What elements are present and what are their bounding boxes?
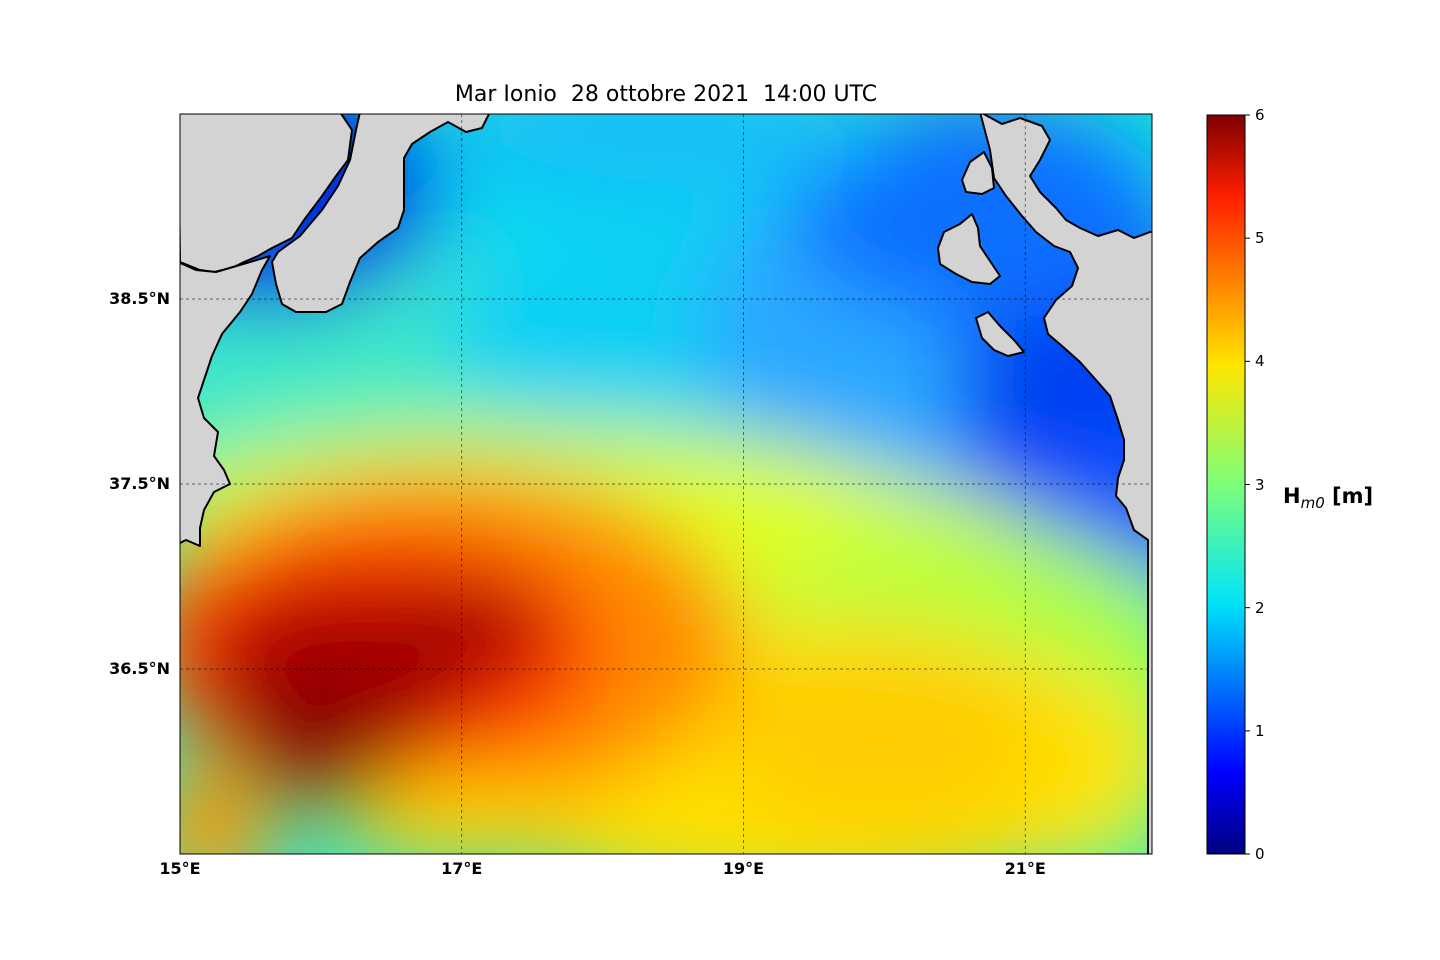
colorbar (1206, 114, 1246, 855)
colorbar-tick-label: 1 (1255, 721, 1265, 740)
corfu (961, 151, 995, 195)
longitude-label: 19°E (722, 859, 765, 878)
latitude-label: 37.5°N (109, 474, 170, 493)
colorbar-label: Hm0 [m] (1283, 484, 1374, 513)
gridlines (179, 114, 1152, 854)
land (180, 114, 1152, 854)
colorbar-tick-label: 6 (1255, 106, 1265, 124)
sicily (180, 255, 271, 547)
colorbar-tick-label: 3 (1255, 475, 1265, 494)
zakynthos (975, 311, 1025, 357)
kefalonia (937, 213, 1001, 285)
colorbar-tick-label: 5 (1255, 229, 1265, 248)
colorbar-tick-label: 0 (1255, 845, 1265, 863)
calabria (180, 114, 353, 273)
colorbar-tick-label: 4 (1255, 352, 1265, 371)
map-title: Mar Ionio 28 ottobre 2021 14:00 UTC (454, 82, 878, 107)
colorbar-tick-label: 2 (1255, 598, 1265, 617)
colorbar-ticks (1245, 114, 1250, 855)
latitude-label: 38.5°N (109, 289, 170, 308)
longitude-label: 15°E (159, 859, 201, 878)
longitude-label: 17°E (441, 859, 483, 878)
greece (979, 114, 1152, 854)
plot-frame (179, 113, 1153, 855)
calabria-toe (271, 114, 491, 313)
longitude-label: 21°E (1004, 859, 1046, 878)
latitude-label: 36.5°N (109, 659, 170, 678)
